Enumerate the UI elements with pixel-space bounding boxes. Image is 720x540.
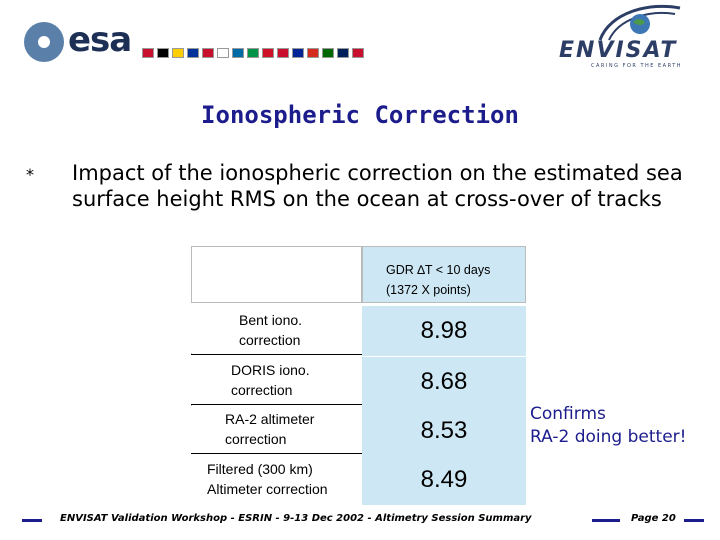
flag-icon xyxy=(172,48,184,58)
row-label-line1: RA-2 altimeter xyxy=(225,411,315,427)
flag-icon xyxy=(307,48,319,58)
flag-icon xyxy=(142,48,154,58)
flag-icon xyxy=(262,48,274,58)
row-label-line2: correction xyxy=(231,382,293,398)
row-separator xyxy=(191,453,362,454)
slide-title: Ionospheric Correction xyxy=(201,101,519,129)
envisat-wordmark: ENVISAT xyxy=(559,38,678,63)
table-row-value: 8.68 xyxy=(362,357,526,407)
row-label-line1: Bent iono. xyxy=(239,312,303,328)
row-label-line2: correction xyxy=(239,332,301,348)
esa-globe-icon xyxy=(24,22,64,62)
flag-icon xyxy=(247,48,259,58)
flag-icon xyxy=(232,48,244,58)
member-flags xyxy=(142,48,364,58)
page-number: Page 20 xyxy=(631,513,676,524)
table-row-value: 8.49 xyxy=(362,455,526,505)
table-header-line2: (1372 X points) xyxy=(386,283,471,297)
flag-icon xyxy=(352,48,364,58)
footer-bar-left xyxy=(22,519,42,522)
table-row-value: 8.98 xyxy=(362,306,526,356)
table-row-label: Bent iono. correction xyxy=(191,303,362,353)
flag-icon xyxy=(202,48,214,58)
row-separator xyxy=(191,354,362,355)
envisat-swoosh-icon xyxy=(598,4,681,41)
flag-icon xyxy=(322,48,334,58)
confirms-note-line1: Confirms xyxy=(530,404,606,424)
flag-icon xyxy=(157,48,169,58)
flag-icon xyxy=(277,48,289,58)
table-row-label: Filtered (300 km) Altimeter correction xyxy=(191,455,362,505)
flag-icon xyxy=(187,48,199,58)
flag-icon xyxy=(292,48,304,58)
bullet-text: Impact of the ionospheric correction on … xyxy=(72,161,683,211)
footer-text: ENVISAT Validation Workshop - ESRIN - 9-… xyxy=(60,513,532,524)
table-row-label: DORIS iono. correction xyxy=(191,355,362,405)
envisat-tagline: CARING FOR THE EARTH xyxy=(591,63,683,69)
table-row-label: RA-2 altimeter correction xyxy=(191,406,362,456)
results-table: GDR ∆T < 10 days (1372 X points) Bent io… xyxy=(191,246,526,505)
slide-footer: ENVISAT Validation Workshop - ESRIN - 9-… xyxy=(0,511,720,531)
bullet-marker: * xyxy=(26,165,34,184)
confirms-note-line2: RA-2 doing better! xyxy=(530,427,687,447)
confirms-note: Confirms RA-2 doing better! xyxy=(530,403,686,449)
row-label-line1: Filtered (300 km) xyxy=(207,461,313,477)
row-label-line2: correction xyxy=(225,431,287,447)
flag-icon xyxy=(217,48,229,58)
table-header-empty xyxy=(191,246,362,303)
flag-icon xyxy=(337,48,349,58)
envisat-logo: ENVISAT CARING FOR THE EARTH xyxy=(555,0,705,75)
esa-logo: esa xyxy=(24,20,364,62)
table-header: GDR ∆T < 10 days (1372 X points) xyxy=(362,246,526,303)
row-separator xyxy=(191,404,362,405)
row-label-line2: Altimeter correction xyxy=(207,481,328,497)
esa-wordmark: esa xyxy=(68,20,132,60)
footer-bar-middle xyxy=(592,519,620,522)
table-row-value: 8.53 xyxy=(362,406,526,456)
table-header-line1: GDR ∆T < 10 days xyxy=(386,263,491,277)
footer-bar-right xyxy=(684,519,704,522)
row-label-line1: DORIS iono. xyxy=(231,362,310,378)
